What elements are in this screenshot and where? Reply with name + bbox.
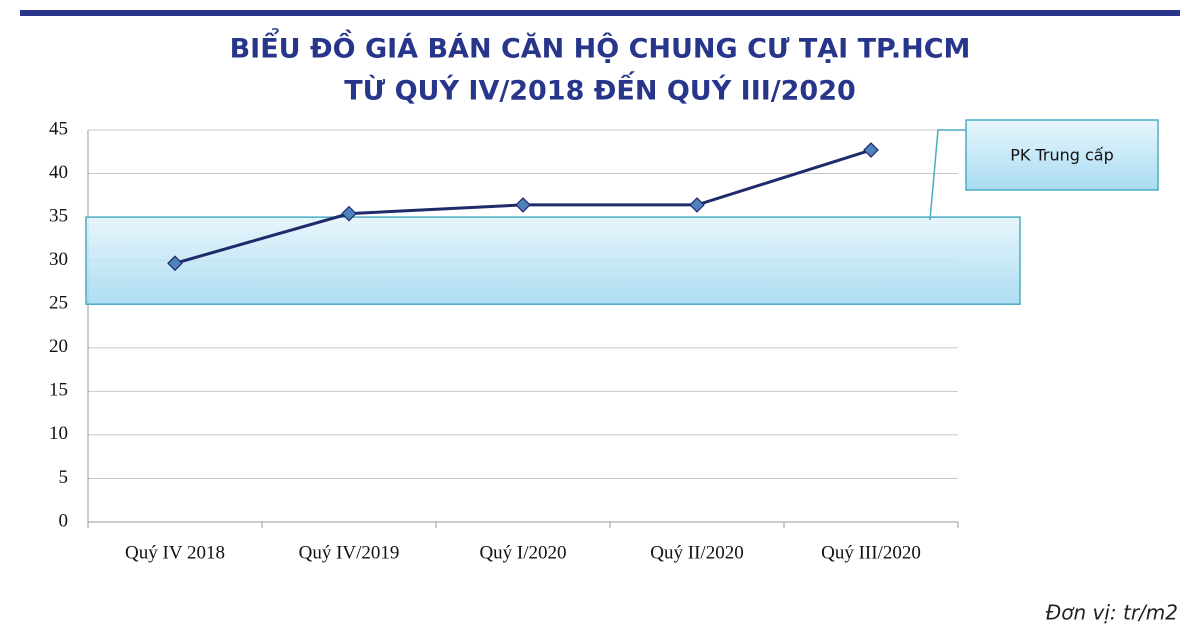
y-tick-label: 0 — [59, 510, 69, 531]
chart-title: TỪ QUÝ IV/2018 ĐẾN QUÝ III/2020 — [344, 72, 856, 107]
y-tick-label: 35 — [49, 205, 68, 226]
y-tick-label: 45 — [49, 118, 68, 139]
y-tick-label: 40 — [49, 162, 68, 183]
y-tick-label: 20 — [49, 336, 68, 357]
callout-box — [965, 119, 1159, 191]
chart-title: BIỂU ĐỒ GIÁ BÁN CĂN HỘ CHUNG CƯ TẠI TP.H… — [230, 28, 971, 65]
x-tick-label: Quý I/2020 — [479, 542, 566, 563]
marker — [515, 197, 531, 213]
callout-text: PK Trung cấp — [1010, 146, 1114, 165]
x-tick-label: Quý IV 2018 — [125, 542, 225, 563]
y-tick-label: 30 — [49, 249, 68, 270]
callout-leader — [929, 129, 966, 221]
marker — [863, 142, 879, 158]
unit-note: Đơn vị: tr/m2 — [1046, 601, 1178, 625]
y-tick-label: 25 — [49, 293, 68, 314]
marker — [341, 205, 357, 222]
x-tick-label: Quý II/2020 — [650, 542, 743, 563]
y-tick-label: 5 — [59, 467, 69, 488]
marker — [167, 255, 183, 272]
highlight-band — [85, 216, 1021, 305]
y-tick-label: 10 — [49, 423, 68, 444]
y-tick-label: 15 — [49, 380, 68, 401]
marker — [689, 197, 705, 213]
x-tick-label: Quý IV/2019 — [299, 542, 400, 563]
x-tick-label: Quý III/2020 — [821, 542, 921, 563]
top-rule — [20, 10, 1180, 16]
